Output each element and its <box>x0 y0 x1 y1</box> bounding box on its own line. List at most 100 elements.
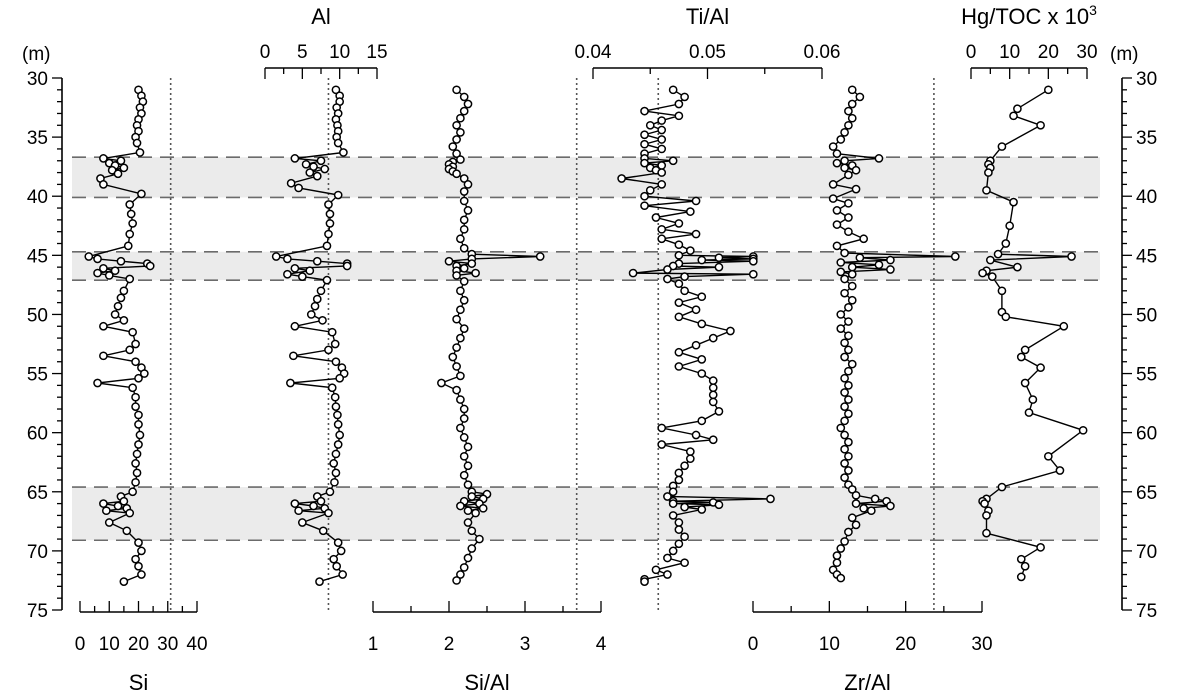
tial-point-70 <box>708 435 718 445</box>
tial-point-76 <box>674 475 684 485</box>
zral-point-3 <box>844 106 853 116</box>
hgtoc-point-8 <box>984 168 993 177</box>
tial-point-15 <box>640 158 649 168</box>
si-point-70 <box>104 518 114 527</box>
tial-point-91 <box>674 539 684 549</box>
si-point-20 <box>137 189 146 199</box>
zral-point-10 <box>874 154 884 163</box>
shaded-band-2 <box>72 487 1100 541</box>
tial-point-36 <box>714 253 724 263</box>
zral-point-61 <box>840 444 849 454</box>
al-point-11 <box>290 154 300 163</box>
tial-point-64 <box>708 390 718 400</box>
tial-point-60 <box>674 362 684 371</box>
zral-point-43 <box>844 317 853 326</box>
tial-point-90 <box>680 532 689 542</box>
sial-point-5 <box>452 120 461 130</box>
sial-point-20 <box>459 196 469 206</box>
si-point-31 <box>99 263 108 273</box>
zral-point-38 <box>847 281 857 291</box>
si-tick-label-4: 40 <box>186 634 207 655</box>
al-point-75 <box>332 561 342 571</box>
si-point-35 <box>125 274 135 284</box>
sial-point-54 <box>463 442 473 452</box>
si-point-43 <box>131 339 140 349</box>
tial-point-31 <box>657 234 667 244</box>
tial-point-30 <box>691 229 701 239</box>
tial-point-71 <box>657 440 667 449</box>
sial-point-29 <box>444 256 454 266</box>
sial-axis-title: Si/Al <box>464 670 509 695</box>
tial-point-6 <box>645 120 655 130</box>
si-point-48 <box>140 369 149 378</box>
si-point-27 <box>93 254 102 264</box>
sial-point-16 <box>452 169 461 179</box>
tial-tick-label-0: 0.04 <box>575 42 612 63</box>
al-point-60 <box>331 468 341 478</box>
tial-point-92 <box>668 546 678 556</box>
al-point-57 <box>333 440 343 449</box>
al-point-22 <box>325 209 335 219</box>
al-point-77 <box>315 577 324 586</box>
depth-tick-label-right-6: 60 <box>1136 424 1157 445</box>
zral-axis-title: Zr/Al <box>844 670 890 695</box>
si-point-65 <box>99 499 108 508</box>
zral-point-74 <box>866 506 876 516</box>
hgtoc-point-0 <box>1043 85 1053 95</box>
depth-tick-label-right-4: 50 <box>1136 305 1157 326</box>
zral-point-40 <box>847 295 857 305</box>
zral-point-16 <box>844 170 853 180</box>
zral-point-19 <box>828 194 838 203</box>
al-point-9 <box>333 138 343 148</box>
sial-tick-label-3: 4 <box>596 634 607 655</box>
zral-point-69 <box>870 494 880 504</box>
tial-point-49 <box>680 286 689 296</box>
al-point-53 <box>331 402 341 412</box>
zral-point-21 <box>832 206 842 215</box>
depth-tick-label-right-3: 45 <box>1136 246 1157 267</box>
sial-point-49 <box>456 395 465 404</box>
si-point-17 <box>113 169 123 179</box>
al-point-59 <box>329 459 339 468</box>
tial-point-56 <box>708 333 718 343</box>
tial-point-22 <box>645 185 655 195</box>
sial-point-9 <box>452 149 461 159</box>
tial-point-1 <box>680 92 689 102</box>
hgtoc-point-29 <box>1024 408 1034 417</box>
sial-axis-title-text: Si/Al <box>464 670 509 695</box>
al-point-74 <box>329 554 339 564</box>
si-point-30 <box>145 261 155 271</box>
sial-point-48 <box>452 385 461 395</box>
al-tick-label-1: 5 <box>297 42 308 63</box>
al-point-62 <box>325 487 335 497</box>
sial-point-30 <box>467 259 477 268</box>
sial-point-61 <box>467 492 477 501</box>
tial-point-96 <box>663 570 672 579</box>
tial-point-11 <box>657 144 667 154</box>
tial-point-7 <box>657 125 667 135</box>
tial-point-57 <box>691 340 701 350</box>
zral-point-78 <box>840 537 849 546</box>
si-point-53 <box>131 402 140 412</box>
tial-point-86 <box>697 505 707 514</box>
depth-tick-label-left-7: 65 <box>27 483 48 504</box>
tial-point-42 <box>714 262 724 272</box>
al-point-0 <box>331 85 341 95</box>
tial-point-46 <box>680 272 689 281</box>
hgtoc-point-10 <box>1009 197 1018 207</box>
al-point-20 <box>333 190 343 200</box>
al-point-52 <box>330 392 340 402</box>
tial-point-19 <box>657 168 667 177</box>
zral-point-28 <box>950 252 960 261</box>
si-point-39 <box>110 310 120 319</box>
si-point-56 <box>135 430 145 440</box>
zral-tick-label-2: 20 <box>895 634 916 655</box>
zral-point-75 <box>847 513 857 523</box>
zral-point-46 <box>840 338 849 348</box>
sial-point-3 <box>459 106 469 116</box>
tial-point-10 <box>640 139 649 149</box>
al-point-69 <box>324 508 333 518</box>
hgtoc-tick-label-0: 0 <box>966 42 977 63</box>
sial-point-72 <box>467 544 477 553</box>
